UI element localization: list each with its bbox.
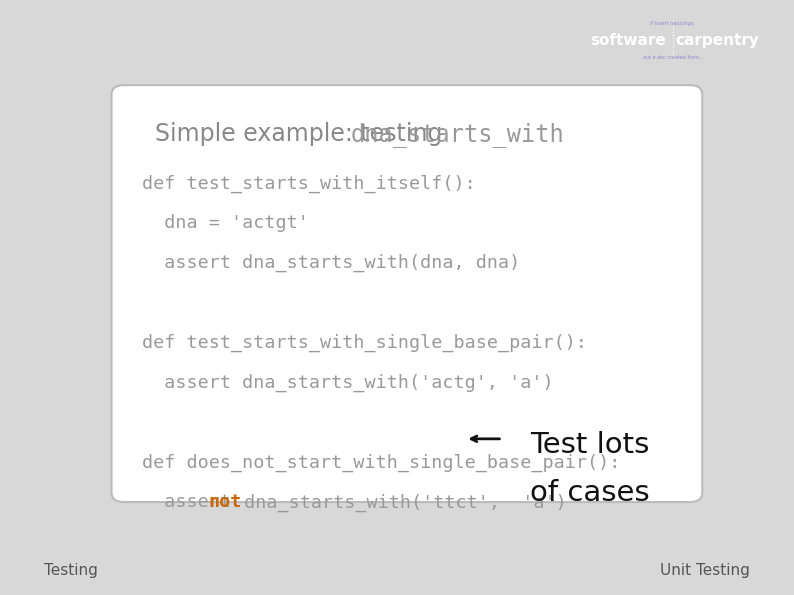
FancyBboxPatch shape [111, 85, 703, 502]
Text: Test lots: Test lots [530, 431, 650, 459]
Text: software: software [591, 33, 666, 48]
Text: dna = 'actgt': dna = 'actgt' [142, 214, 309, 232]
Text: dna_starts_with: dna_starts_with [350, 122, 564, 147]
Text: dna_starts_with('ttct',  'a'): dna_starts_with('ttct', 'a') [233, 493, 567, 512]
Text: assert dna_starts_with(dna, dna): assert dna_starts_with(dna, dna) [142, 254, 521, 273]
Text: def test_starts_with_itself():: def test_starts_with_itself(): [142, 174, 476, 193]
Text: not: not [209, 493, 242, 511]
Text: if insert rejoicings,: if insert rejoicings, [650, 21, 696, 26]
Text: Testing: Testing [44, 563, 98, 578]
Text: Simple example: testing: Simple example: testing [155, 122, 449, 146]
Text: assert dna_starts_with('actg', 'a'): assert dna_starts_with('actg', 'a') [142, 374, 554, 392]
Text: out a doc created from...: out a doc created from... [642, 55, 703, 60]
Text: carpentry: carpentry [676, 33, 760, 48]
Text: def does_not_start_with_single_base_pair():: def does_not_start_with_single_base_pair… [142, 453, 621, 472]
Text: assert: assert [142, 493, 242, 511]
Text: def test_starts_with_single_base_pair():: def test_starts_with_single_base_pair(): [142, 334, 588, 352]
Text: of cases: of cases [530, 479, 650, 507]
Text: Unit Testing: Unit Testing [661, 563, 750, 578]
